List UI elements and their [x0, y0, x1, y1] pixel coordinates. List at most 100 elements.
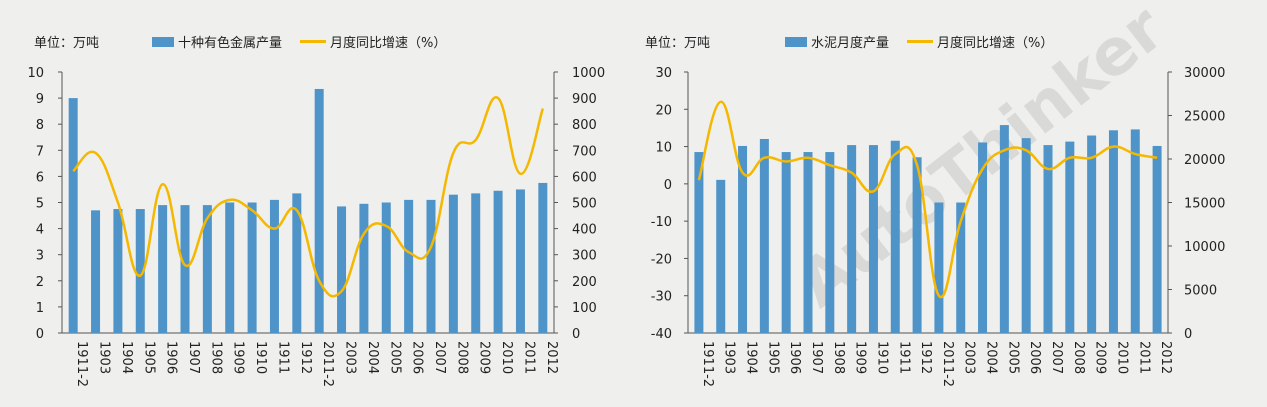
right-tick-label: 400 [572, 223, 597, 238]
x-tick-label: 1907 [809, 341, 824, 374]
bar [781, 152, 791, 333]
x-tick-label: 1906 [164, 341, 179, 374]
legend-label-line: 月度同比增速（%） [937, 36, 1054, 51]
right-tick-label: 30000 [1184, 66, 1225, 81]
right-tick-label: 15000 [1184, 197, 1225, 212]
x-tick-label: 1911 [896, 341, 911, 374]
left-tick-label: 9 [36, 92, 44, 107]
right-tick-label: 5000 [1184, 284, 1217, 299]
left-tick-label: 1 [36, 301, 44, 316]
legend-item-bar: 水泥月度产量 [785, 32, 889, 51]
legend-swatch-line [907, 40, 934, 43]
bar [999, 125, 1009, 333]
x-tick-label: 2006 [410, 341, 425, 374]
bar [292, 193, 302, 333]
bar [847, 145, 857, 333]
legend-label-bar: 水泥月度产量 [811, 36, 890, 51]
bar [738, 145, 748, 333]
bar [759, 138, 769, 333]
bar [1065, 141, 1075, 333]
left-tick-label: 0 [36, 327, 44, 342]
x-tick-label: 1912 [298, 341, 313, 374]
bar [158, 205, 168, 333]
x-tick-label: 2010 [1114, 341, 1129, 374]
growth-line [72, 96, 545, 298]
left-tick-label: 4 [36, 223, 44, 238]
right-tick-label: 800 [572, 118, 597, 133]
bar [225, 202, 235, 333]
x-tick-label: 1905 [765, 341, 780, 374]
bar [471, 193, 481, 333]
legend-right-chart: 水泥月度产量 月度同比增速（%） [785, 32, 1071, 51]
left-tick-label: 5 [36, 197, 44, 212]
x-tick-label: 2004 [365, 341, 380, 374]
x-tick-label: 1904 [119, 341, 134, 374]
bar [1130, 129, 1140, 333]
bar [868, 145, 878, 333]
right-tick-label: 100 [572, 301, 597, 316]
bar [1043, 145, 1053, 333]
legend-item-line: 月度同比增速（%） [300, 32, 446, 51]
x-tick-label: 1908 [208, 341, 223, 374]
legend-swatch-bar [152, 36, 174, 47]
right-tick-label: 200 [572, 275, 597, 290]
left-tick-label: 0 [664, 178, 672, 193]
left-tick-label: 10 [655, 141, 672, 156]
bar [1021, 138, 1031, 333]
legend-item-bar: 十种有色金属产量 [152, 32, 282, 51]
x-tick-label: 2008 [454, 341, 469, 374]
x-tick-label: 2006 [1027, 341, 1042, 374]
left-tick-label: 30 [655, 66, 672, 81]
bar [538, 182, 548, 333]
x-tick-label: 2010 [499, 341, 514, 374]
bar [1087, 135, 1097, 333]
x-tick-label: 2012 [1158, 341, 1173, 374]
x-tick-label: 1911-2 [74, 341, 89, 387]
legend-label-bar: 十种有色金属产量 [178, 36, 283, 51]
legend-swatch-line [300, 40, 327, 43]
bar [448, 194, 458, 333]
bar [912, 157, 922, 333]
bar [113, 209, 123, 333]
left-tick-label: 6 [36, 170, 44, 185]
x-tick-label: 1911 [275, 341, 290, 374]
x-tick-label: 2007 [432, 341, 447, 374]
bar [956, 202, 966, 333]
bar [247, 202, 257, 333]
x-tick-label: 2009 [477, 341, 492, 374]
right-tick-label: 20000 [1184, 153, 1225, 168]
x-tick-label: 1906 [787, 341, 802, 374]
left-tick-label: 2 [36, 275, 44, 290]
x-tick-label: 1907 [186, 341, 201, 374]
bar [934, 202, 944, 333]
bar [493, 190, 503, 333]
legend-left-chart: 十种有色金属产量 月度同比增速（%） [152, 32, 464, 51]
right-tick-label: 25000 [1184, 110, 1225, 125]
left-tick-label: -40 [651, 327, 672, 342]
bar [381, 202, 391, 333]
bar [180, 205, 190, 333]
left-tick-label: 8 [36, 118, 44, 133]
x-tick-label: 2005 [387, 341, 402, 374]
bar [314, 88, 324, 333]
bar [269, 199, 279, 333]
x-tick-label: 1910 [874, 341, 889, 374]
right-tick-label: 1000 [572, 66, 605, 81]
bar [825, 152, 835, 333]
x-tick-label: 2009 [1093, 341, 1108, 374]
bar [978, 142, 988, 333]
right-tick-label: 10000 [1184, 240, 1225, 255]
x-tick-label: 1909 [231, 341, 246, 374]
right-tick-label: 600 [572, 170, 597, 185]
bar [716, 179, 726, 333]
x-tick-label: 1911-2 [700, 341, 715, 387]
x-tick-label: 2008 [1071, 341, 1086, 374]
bar [68, 98, 78, 333]
bar [890, 140, 900, 333]
right-tick-label: 900 [572, 92, 597, 107]
bar [202, 205, 212, 333]
bar [694, 152, 704, 333]
left-tick-label: 3 [36, 249, 44, 264]
